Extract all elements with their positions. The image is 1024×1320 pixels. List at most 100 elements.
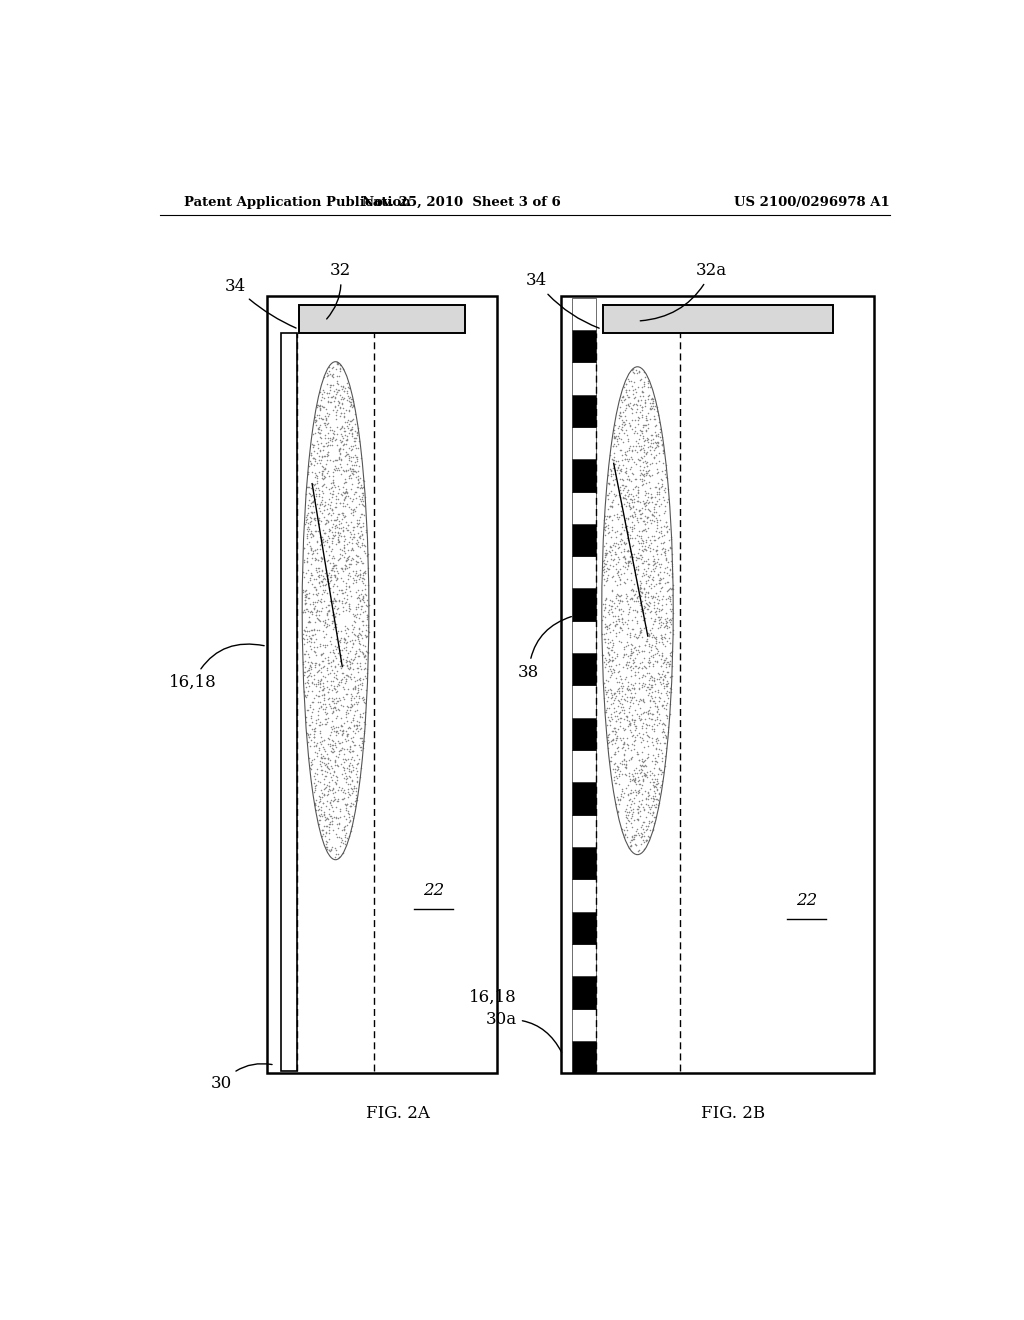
- Point: [317, 766, 334, 787]
- Point: [622, 506, 638, 527]
- Point: [656, 561, 673, 582]
- Point: [343, 748, 359, 770]
- Point: [663, 651, 679, 672]
- Point: [315, 684, 332, 705]
- Point: [347, 597, 364, 618]
- Point: [645, 776, 662, 797]
- Point: [641, 669, 657, 690]
- Point: [322, 544, 338, 565]
- Point: [620, 795, 636, 816]
- Point: [618, 756, 635, 777]
- Point: [326, 715, 342, 737]
- Point: [664, 594, 680, 615]
- Point: [606, 718, 623, 739]
- Point: [349, 417, 366, 438]
- Point: [332, 384, 348, 405]
- Point: [303, 754, 319, 775]
- Point: [309, 395, 326, 416]
- Point: [305, 474, 322, 495]
- Point: [618, 477, 635, 498]
- Point: [657, 549, 674, 570]
- Point: [598, 700, 614, 721]
- Point: [624, 449, 640, 470]
- Point: [657, 649, 674, 671]
- Point: [355, 515, 372, 536]
- Point: [336, 688, 352, 709]
- Point: [324, 808, 340, 829]
- Point: [635, 690, 651, 711]
- Point: [621, 495, 637, 516]
- Point: [623, 457, 639, 478]
- Point: [636, 510, 652, 531]
- Point: [626, 585, 642, 606]
- Point: [609, 741, 626, 762]
- Point: [641, 652, 657, 673]
- Point: [621, 550, 637, 572]
- Point: [613, 469, 630, 490]
- Point: [307, 568, 324, 589]
- Point: [324, 516, 340, 537]
- Point: [626, 451, 642, 473]
- Point: [629, 799, 645, 820]
- Point: [610, 631, 627, 652]
- Point: [326, 589, 342, 610]
- Point: [339, 631, 355, 652]
- Point: [335, 649, 351, 671]
- Point: [653, 599, 670, 620]
- Point: [618, 733, 635, 754]
- Point: [640, 384, 656, 405]
- Point: [350, 627, 367, 648]
- Point: [633, 591, 649, 612]
- Point: [356, 578, 373, 599]
- Point: [307, 793, 324, 814]
- Point: [333, 432, 349, 453]
- Point: [616, 748, 633, 770]
- Point: [345, 391, 361, 412]
- Point: [317, 513, 334, 535]
- Point: [329, 721, 345, 742]
- Point: [330, 395, 346, 416]
- Point: [335, 477, 351, 498]
- Point: [296, 537, 312, 558]
- Point: [313, 384, 330, 405]
- Point: [630, 391, 646, 412]
- Point: [332, 492, 348, 513]
- Point: [325, 356, 341, 378]
- Point: [344, 409, 360, 430]
- Point: [641, 642, 657, 663]
- Point: [338, 797, 354, 818]
- Point: [640, 788, 656, 809]
- Point: [621, 710, 637, 731]
- Point: [308, 430, 325, 451]
- Point: [323, 569, 339, 590]
- Point: [600, 727, 616, 748]
- Point: [298, 620, 314, 642]
- Point: [663, 537, 679, 558]
- Point: [319, 832, 336, 853]
- Point: [360, 616, 377, 638]
- Point: [354, 642, 371, 663]
- Point: [597, 544, 613, 565]
- Point: [342, 796, 358, 817]
- Point: [647, 432, 664, 453]
- Point: [612, 524, 629, 545]
- Point: [349, 772, 366, 793]
- Point: [349, 521, 366, 543]
- Point: [339, 656, 355, 677]
- Point: [345, 760, 361, 781]
- Point: [645, 624, 662, 645]
- Point: [325, 764, 341, 785]
- Point: [613, 405, 630, 426]
- Point: [343, 393, 359, 414]
- Point: [353, 523, 370, 544]
- Point: [640, 581, 656, 602]
- Point: [601, 603, 617, 624]
- Point: [298, 508, 314, 529]
- Point: [349, 466, 366, 487]
- Point: [331, 642, 347, 663]
- Point: [302, 663, 318, 684]
- Point: [316, 636, 333, 657]
- Point: [607, 723, 624, 744]
- Point: [357, 667, 374, 688]
- Point: [656, 746, 673, 767]
